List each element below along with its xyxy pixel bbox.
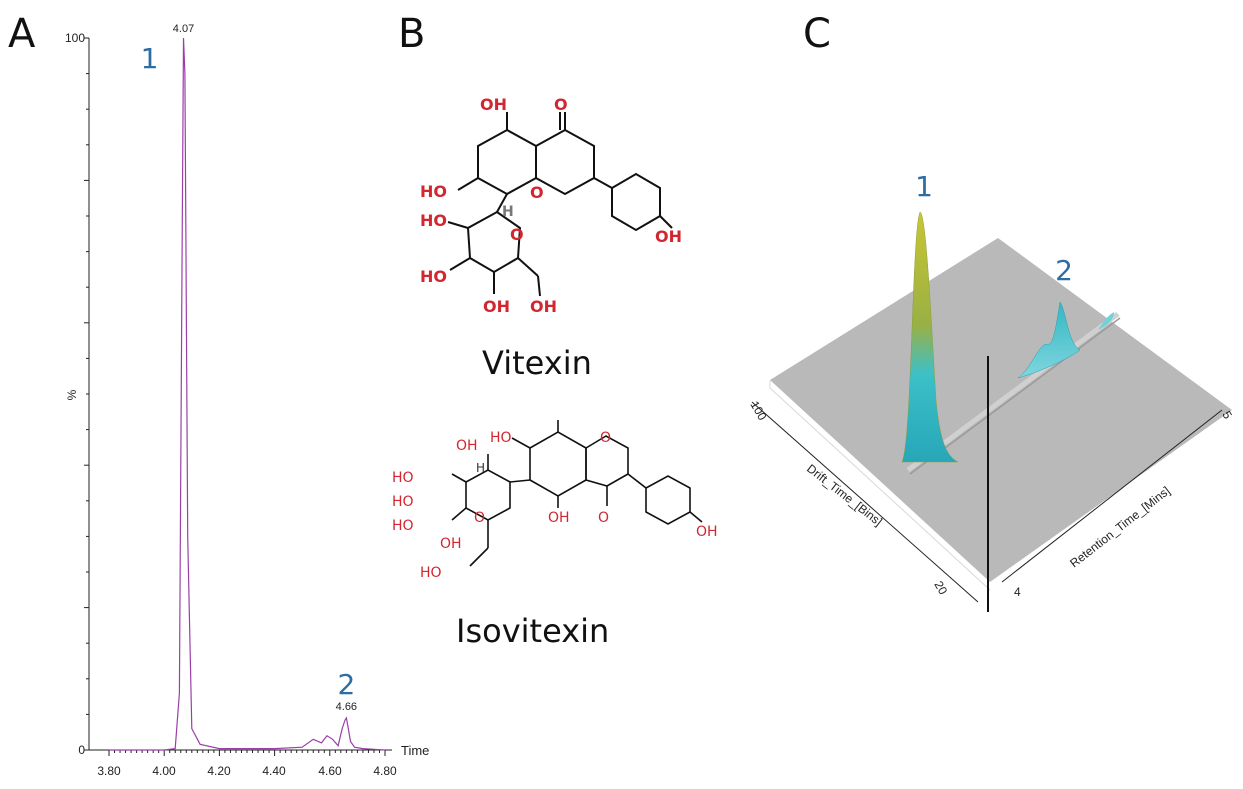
vitexin-atom-o-ring: O: [530, 183, 544, 202]
compound-name-vitexin: Vitexin: [482, 344, 592, 382]
isovitexin-atom-ho-ch2: HO: [420, 565, 442, 581]
x-tick-label-400: 4.00: [152, 764, 176, 778]
peak-1-surface: [901, 211, 959, 463]
peak-2-surface: [1017, 301, 1081, 379]
x-tick-label-460: 4.60: [318, 764, 342, 778]
drift-tick-label-20: 20: [931, 579, 950, 598]
panel-c-letter: C: [803, 11, 831, 57]
isovitexin-atom-oh-para: OH: [696, 524, 718, 540]
chromatogram-trace: [109, 37, 386, 751]
vitexin-atom-oh-ch2: OH: [530, 297, 557, 316]
x-axis-label: Time: [401, 743, 429, 758]
isovitexin-atom-o-sugar: O: [474, 510, 485, 526]
isovitexin-atom-ho-sugar-2: HO: [392, 518, 414, 534]
peak-2-retention-time-label: 4.66: [336, 701, 357, 713]
panel-b-letter: B: [398, 11, 426, 57]
vitexin-atom-ho-left: HO: [420, 182, 447, 201]
vitexin-atom-ho-sugar-1: HO: [420, 211, 447, 230]
vitexin-atom-oh-top: OH: [480, 95, 507, 114]
isovitexin-atom-ho-sugar-1: HO: [392, 470, 414, 486]
vitexin-atom-oh-para: OH: [655, 227, 682, 246]
x-tick-label-420: 4.20: [207, 764, 231, 778]
retention-axis-line: [1001, 409, 1223, 583]
retention-tick-label-4: 4: [1014, 585, 1021, 599]
peak-1-number-label: 1: [141, 42, 159, 75]
isovitexin-atom-oh-sugar-4: OH: [440, 536, 462, 552]
drift-axis-line: [751, 401, 979, 603]
minor-peak-surface: [1098, 312, 1114, 330]
peak-1-retention-time-label: 4.07: [173, 23, 194, 35]
y-axis-label: %: [65, 389, 79, 400]
vitexin-structure: [447, 112, 673, 297]
isovitexin-atom-ho-sugar-3: HO: [392, 494, 414, 510]
isovitexin-atom-h: H: [476, 461, 485, 475]
vitexin-atom-o-sugar: O: [510, 225, 524, 244]
panel-a-letter: A: [8, 11, 36, 57]
plane-front-left-edge: [769, 380, 991, 591]
surface-peak-1-label: 1: [915, 170, 933, 203]
x-tick-label-380: 3.80: [97, 764, 121, 778]
isovitexin-atom-o-ring: O: [600, 430, 611, 446]
chromatogram-chart: 100 0 % Time 3.80 4.00 4.20 4.40 4.60 4.…: [65, 23, 429, 778]
isovitexin-atom-o-carbonyl: O: [598, 510, 609, 526]
isovitexin-atom-ho-top: HO: [490, 430, 512, 446]
isovitexin-atom-oh-mid: OH: [548, 510, 570, 526]
peak-2-number-label: 2: [337, 668, 355, 701]
isovitexin-structure: [451, 420, 703, 567]
drift-tick-label-100: 100: [747, 399, 769, 424]
x-tick-label-480: 4.80: [373, 764, 397, 778]
y-tick-label-0: 0: [78, 743, 85, 757]
vitexin-atom-h: H: [502, 204, 514, 220]
vitexin-atom-ho-sugar-2: HO: [420, 267, 447, 286]
vitexin-atom-oh-sugar-3: OH: [483, 297, 510, 316]
isovitexin-atom-oh-sugar-top: OH: [456, 438, 478, 454]
x-tick-label-440: 4.40: [262, 764, 286, 778]
surface-plane: [770, 238, 1232, 582]
compound-name-isovitexin: Isovitexin: [456, 612, 610, 650]
vitexin-atom-o-carbonyl: O: [554, 95, 568, 114]
y-tick-label-100: 100: [65, 31, 85, 45]
surface-peak-2-label: 2: [1055, 254, 1073, 287]
